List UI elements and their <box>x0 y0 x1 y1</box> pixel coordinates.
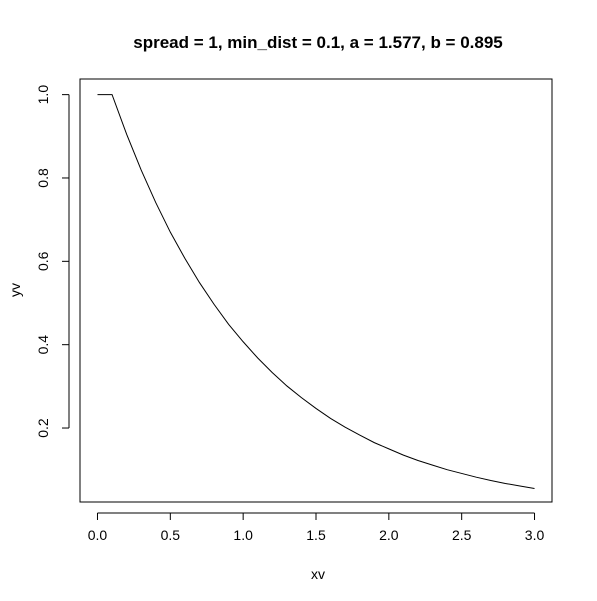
plot-frame <box>79 78 553 503</box>
x-tick-label: 1.0 <box>233 527 253 543</box>
y-tick-label: 0.4 <box>35 335 51 355</box>
y-tick-label: 1.0 <box>35 85 51 105</box>
y-tick-label: 0.2 <box>35 418 51 438</box>
x-tick-label: 0.5 <box>161 527 181 543</box>
x-tick-label: 0.0 <box>88 527 108 543</box>
x-tick-label: 3.0 <box>525 527 545 543</box>
y-axis-label: yv <box>7 283 23 297</box>
chart-title: spread = 1, min_dist = 0.1, a = 1.577, b… <box>133 33 503 52</box>
y-axis: 0.2 0.4 0.6 0.8 1.0 <box>35 85 70 438</box>
x-tick-label: 2.5 <box>452 527 472 543</box>
x-axis-label: xv <box>311 566 325 582</box>
y-tick-label: 0.8 <box>35 168 51 188</box>
x-tick-label: 1.5 <box>306 527 326 543</box>
series-layer <box>97 94 535 489</box>
x-tick-label: 2.0 <box>379 527 399 543</box>
y-tick-label: 0.6 <box>35 251 51 271</box>
series-line <box>97 94 535 489</box>
x-axis: 0.0 0.5 1.0 1.5 2.0 2.5 3.0 <box>88 512 545 543</box>
